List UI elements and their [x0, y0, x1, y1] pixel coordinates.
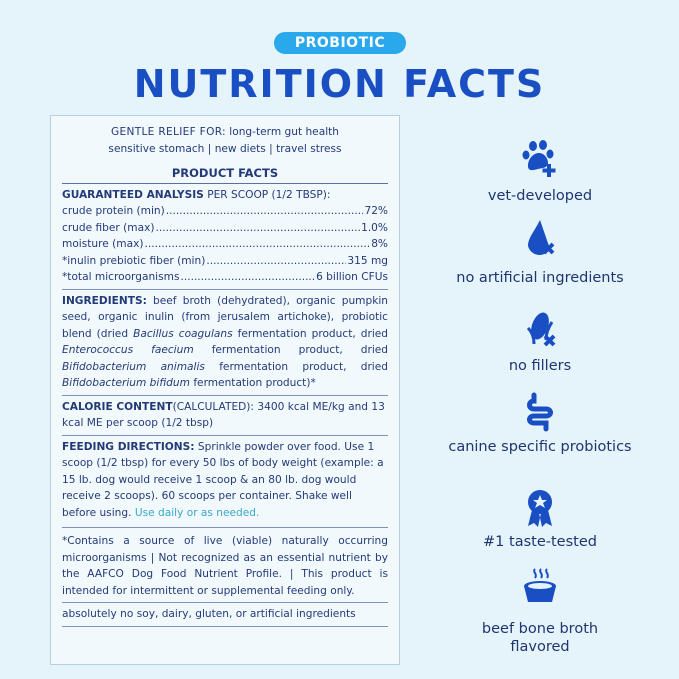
intestine-icon — [527, 392, 553, 432]
calorie-content: CALORIE CONTENT(CALCULATED): 3400 kcal M… — [62, 394, 388, 432]
analysis-value: 6 billion CFUs — [316, 271, 388, 283]
gentle-relief: GENTLE RELIEF FOR: long-term gut health s… — [62, 124, 388, 157]
ingredients-label: INGREDIENTS: — [62, 294, 147, 307]
ga-suffix: PER SCOOP (1/2 TBSP): — [207, 188, 331, 201]
analysis-value: 8% — [371, 238, 388, 250]
analysis-value: 315 mg — [347, 254, 388, 267]
analysis-name: *total microorganisms — [62, 271, 180, 283]
analysis-row: crude protein (min) 72% — [62, 203, 388, 220]
feeding-text: Sprinkle powder over food. Use 1 scoop (… — [62, 440, 384, 519]
ing-strain: Bifidobacterium animalis — [62, 360, 205, 373]
analysis-value: 1.0% — [361, 221, 388, 234]
feature-vet-developed: vet-developed — [487, 188, 593, 204]
ing-text: fermentation product)* — [189, 377, 316, 389]
product-facts-heading: PRODUCT FACTS — [62, 165, 388, 184]
paw-plus-icon — [522, 140, 556, 177]
ing-text: beef broth (dehydrated), organic pumpkin… — [62, 294, 389, 340]
leader-dots — [156, 220, 361, 237]
analysis-row: *inulin prebiotic fiber (min) 315 mg — [62, 253, 388, 270]
relief-line1: long-term gut health — [229, 126, 340, 138]
leader-dots — [166, 203, 364, 220]
analysis-name: crude protein (min) — [62, 205, 165, 217]
feature-no-artificial: no artificial ingredients — [456, 270, 624, 286]
analysis-name: crude fiber (max) — [62, 221, 155, 234]
analysis-row: crude fiber (max) 1.0% — [62, 220, 388, 237]
probiotic-badge: PROBIOTIC — [274, 32, 406, 54]
ingredients: INGREDIENTS: beef broth (dehydrated), or… — [62, 288, 389, 392]
leader-dots — [145, 236, 371, 253]
ing-text: fermentation product, dried — [193, 344, 389, 356]
award-ribbon-icon — [528, 490, 552, 527]
drop-x-icon — [528, 220, 555, 255]
feature-bone-broth-label: beef bone broth flavored — [481, 621, 599, 655]
ing-text: fermentation product, dried — [204, 360, 388, 373]
feature-bone-broth: beef bone broth flavored — [430, 620, 650, 656]
disclaimer: *Contains a source of live (viable) natu… — [62, 527, 388, 599]
relief-line2: sensitive stomach | new diets | travel s… — [108, 142, 342, 155]
analysis-value: 72% — [364, 205, 388, 217]
feature-taste-tested: #1 taste-tested — [483, 534, 597, 550]
feeding-label: FEEDING DIRECTIONS: — [62, 440, 195, 453]
analysis-name: *inulin prebiotic fiber (min) — [62, 254, 206, 267]
feature-no-fillers: no fillers — [508, 358, 572, 374]
ing-text: fermentation product, dried — [232, 327, 389, 340]
relief-label: GENTLE RELIEF FOR: — [110, 126, 226, 138]
ing-strain: Bifidobacterium bifidum — [62, 377, 190, 389]
leader-dots — [180, 269, 315, 286]
analysis-row: moisture (max) 8% — [62, 236, 388, 253]
calorie-text: (CALCULATED): 3400 kcal ME/kg and 13 kca… — [62, 400, 385, 430]
feature-canine-probiotics: canine specific probiotics — [448, 439, 632, 455]
calorie-label: CALORIE CONTENT — [62, 400, 173, 413]
analysis-name: moisture (max) — [62, 238, 144, 250]
guaranteed-analysis: GUARANTEED ANALYSIS PER SCOOP (1/2 TBSP)… — [62, 187, 388, 286]
ing-strain: Enterococcus faecium — [62, 344, 194, 356]
page-title: NUTRITION FACTS — [133, 62, 546, 106]
free-from: absolutely no soy, dairy, gluten, or art… — [62, 602, 388, 627]
leader-dots — [206, 253, 346, 270]
feeding-highlight: Use daily or as needed. — [134, 506, 260, 519]
feeding-directions: FEEDING DIRECTIONS: Sprinkle powder over… — [62, 434, 388, 522]
analysis-row: *total microorganisms 6 billion CFUs — [62, 269, 388, 286]
ga-label: GUARANTEED ANALYSIS — [62, 188, 204, 201]
bowl-steam-icon — [524, 568, 556, 602]
ing-strain: Bacillus coagulans — [133, 327, 233, 340]
nutrition-panel: GENTLE RELIEF FOR: long-term gut health s… — [50, 115, 400, 665]
corn-x-icon — [526, 312, 556, 347]
